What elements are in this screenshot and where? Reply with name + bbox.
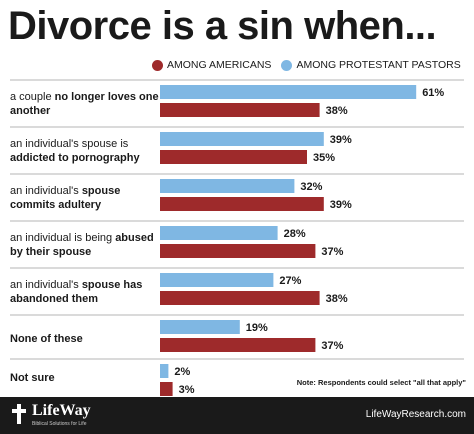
- bar-pastors: [160, 179, 295, 193]
- logo-wordmark: LifeWay: [32, 402, 91, 419]
- legend-swatch-americans: [152, 59, 163, 71]
- legend-item-pastors: AMONG PROTESTANT PASTORS: [281, 59, 461, 71]
- legend-swatch-pastors: [281, 59, 293, 71]
- value-label-americans: 37%: [321, 340, 343, 352]
- bar-pastors: [160, 273, 274, 287]
- category-label-plain: an individual's: [10, 278, 82, 291]
- bar-americans: [160, 338, 316, 352]
- bar-americans: [160, 197, 324, 211]
- category-label-bold: addicted to pornography: [10, 151, 140, 164]
- footnote: Note: Respondents could select "all that…: [296, 378, 466, 387]
- bar-pastors: [160, 132, 324, 146]
- chart-title: Divorce is a sin when...: [8, 4, 437, 48]
- bar-americans: [160, 382, 173, 396]
- footer-bar: LifeWay Biblical Solutions for Life Life…: [0, 397, 474, 434]
- value-label-americans: 39%: [330, 199, 352, 211]
- category-label-bold: no longer loves one another: [10, 90, 159, 117]
- bar-chart: 61% 38% 39% 35% 32% 39% 28% 37% 27% 38% 19% 37% 2% 3%: [10, 79, 464, 396]
- category-label-plain: an individual's: [10, 184, 82, 197]
- legend-label-pastors: AMONG PROTESTANT PASTORS: [296, 59, 461, 71]
- bar-americans: [160, 291, 320, 305]
- lifeway-logo: LifeWay Biblical Solutions for Life: [10, 402, 91, 431]
- bar-pastors: [160, 226, 278, 240]
- value-label-pastors: 39%: [330, 134, 352, 146]
- category-label: an individual's spouse is addicted to po…: [10, 137, 160, 165]
- category-label-bold: spouse has abandoned them: [10, 278, 143, 305]
- value-label-pastors: 61%: [422, 87, 444, 99]
- bar-pastors: [160, 85, 417, 99]
- category-label-plain: an individual is being: [10, 231, 116, 244]
- value-label-pastors: 32%: [300, 181, 322, 193]
- bar-americans: [160, 244, 316, 258]
- value-label-americans: 35%: [313, 152, 335, 164]
- logo-tagline: Biblical Solutions for Life: [32, 421, 87, 427]
- value-label-americans: 38%: [326, 105, 348, 117]
- value-label-pastors: 27%: [279, 275, 301, 287]
- value-label-americans: 38%: [326, 293, 348, 305]
- category-label: Not sure: [10, 371, 160, 385]
- category-label-bold: Not sure: [10, 371, 55, 384]
- cross-icon: [12, 404, 26, 424]
- category-label: an individual's spouse commits adultery: [10, 184, 160, 212]
- bar-pastors: [160, 364, 169, 378]
- category-label-bold: spouse commits adultery: [10, 184, 121, 211]
- legend-label-americans: AMONG AMERICANS: [167, 59, 272, 71]
- bar-americans: [160, 103, 320, 117]
- website-link[interactable]: LifeWayResearch.com: [365, 409, 466, 420]
- category-label-plain: an individual's spouse is: [10, 137, 129, 150]
- category-label: None of these: [10, 332, 160, 346]
- legend: AMONG AMERICANS AMONG PROTESTANT PASTORS: [152, 56, 470, 74]
- value-label-pastors: 19%: [246, 322, 268, 334]
- category-label-bold: abused by their spouse: [10, 231, 154, 258]
- value-label-pastors: 28%: [284, 228, 306, 240]
- category-label: an individual is being abused by their s…: [10, 231, 160, 259]
- category-label: an individual's spouse has abandoned the…: [10, 278, 160, 306]
- value-label-americans: 3%: [179, 384, 195, 396]
- category-label: a couple no longer loves one another: [10, 90, 160, 118]
- value-label-pastors: 2%: [174, 366, 190, 378]
- bar-americans: [160, 150, 307, 164]
- category-label-plain: a couple: [10, 90, 55, 103]
- category-label-bold: None of these: [10, 332, 83, 345]
- legend-item-americans: AMONG AMERICANS: [152, 59, 271, 71]
- value-label-americans: 37%: [321, 246, 343, 258]
- bar-pastors: [160, 320, 240, 334]
